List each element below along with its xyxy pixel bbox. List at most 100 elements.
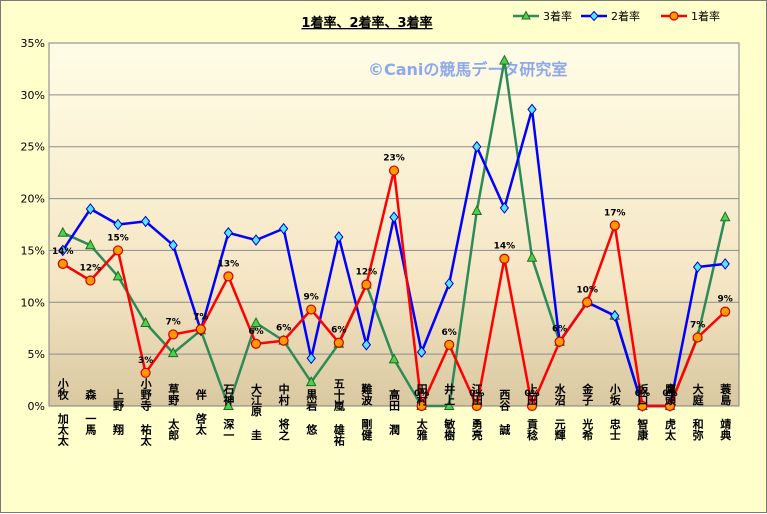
x-tick-label: 中村 将之	[277, 382, 290, 441]
data-label: 3%	[138, 356, 153, 366]
data-point	[609, 220, 620, 231]
data-label: 0%	[414, 389, 429, 399]
data-label: 9%	[718, 295, 733, 305]
data-point	[471, 400, 482, 412]
data-point	[140, 316, 151, 328]
chart-title: 1着率、2着率、3着率	[301, 15, 432, 31]
data-point	[416, 400, 427, 412]
data-label: 10%	[576, 285, 598, 295]
data-point	[58, 244, 68, 257]
data-point	[444, 277, 454, 290]
data-point	[388, 353, 400, 364]
data-point	[554, 336, 565, 347]
gridlines	[49, 94, 739, 355]
plot-area	[48, 42, 740, 407]
data-point	[113, 218, 123, 231]
data-label: 15%	[107, 233, 129, 243]
x-tick-label: 森 一馬	[84, 388, 97, 436]
legend-marker	[669, 11, 679, 21]
legend-item-3着率: 3着率	[513, 9, 572, 23]
y-tick-label: 5%	[28, 348, 45, 361]
data-point	[140, 215, 151, 228]
data-label: 9%	[304, 293, 319, 303]
data-point	[637, 400, 648, 412]
y-tick-label: 35%	[21, 37, 45, 50]
x-tick-label: 水沼 元輝	[553, 382, 566, 441]
data-point	[361, 279, 372, 290]
y-tick-label: 30%	[21, 89, 45, 102]
data-point	[526, 251, 538, 262]
x-tick-label: 石神 深一	[222, 383, 236, 440]
x-tick-label: 上田 貢稔	[526, 382, 539, 441]
legend-label: 2着率	[611, 9, 640, 23]
data-point	[278, 335, 289, 346]
data-label: 12%	[80, 264, 102, 274]
data-labels: 14% 12% 15% 3% 7% 7% 13% 6% 6% 9% 6% 12% 23% 0% 6% 0% 14…	[52, 154, 733, 399]
data-point	[388, 165, 400, 176]
y-tick-label: 25%	[21, 141, 45, 154]
x-tick-label: 小牧 加太太	[56, 377, 70, 447]
data-label: 7%	[166, 317, 181, 327]
data-point	[527, 103, 537, 116]
legend-label: 3着率	[543, 9, 572, 23]
x-tick-label: 鷹頭 虎太	[664, 382, 678, 441]
series-1着率	[57, 165, 731, 412]
data-point	[692, 332, 703, 343]
data-point	[416, 346, 427, 358]
data-label: 23%	[383, 154, 405, 164]
x-tick-label: 難波 剛健	[360, 382, 373, 441]
x-tick-label: 五十嵐 雄祐	[332, 378, 346, 447]
legend-marker	[521, 10, 531, 20]
x-tick-label: 田村 太雅	[415, 383, 429, 441]
data-point	[250, 316, 262, 328]
data-point	[664, 400, 676, 412]
data-point	[223, 271, 234, 282]
legend: 3着率 2着率 1着率	[513, 9, 720, 23]
data-point	[499, 202, 510, 214]
data-point	[305, 376, 317, 387]
data-point	[306, 352, 316, 365]
x-tick-label: 草野 太郎	[167, 382, 181, 441]
data-point	[719, 211, 731, 222]
data-label: 0%	[524, 389, 539, 399]
x-tick-label: 小坂 忠士	[608, 382, 622, 440]
data-point	[251, 234, 261, 246]
data-point	[167, 347, 179, 358]
x-tick-label: 黒岩 悠	[305, 389, 319, 435]
data-label: 14%	[52, 247, 74, 257]
data-label: 7%	[193, 312, 208, 322]
x-tick-label: 高田 潤	[388, 388, 401, 436]
data-point	[471, 204, 483, 216]
data-point	[85, 275, 96, 286]
data-label: 12%	[356, 268, 378, 278]
data-label: 7%	[690, 321, 705, 331]
legend-marker	[589, 10, 599, 22]
legend-item-2着率: 2着率	[581, 9, 640, 23]
data-label: 6%	[552, 325, 567, 335]
data-point	[278, 222, 289, 235]
x-tick-label: 西谷 誠	[498, 389, 511, 436]
data-label: 6%	[276, 324, 291, 334]
data-label: 14%	[494, 242, 516, 252]
data-point	[57, 258, 68, 270]
watermark: ©Caniの競馬データ研究室	[368, 60, 567, 79]
data-label: 17%	[604, 209, 626, 219]
x-tick-label: 上野 翔	[112, 388, 126, 436]
data-label: 6%	[442, 328, 457, 338]
data-point	[720, 258, 730, 270]
x-tick-label: 大江原 圭	[250, 382, 263, 441]
legend-label: 1着率	[691, 9, 720, 23]
y-tick-label: 10%	[21, 296, 45, 309]
data-point	[526, 400, 538, 412]
data-point	[223, 226, 234, 239]
data-point	[85, 203, 96, 215]
data-point	[223, 399, 234, 410]
x-tick-label: 井上 敏樹	[443, 382, 457, 441]
data-point	[140, 367, 151, 378]
data-label: 6%	[331, 326, 346, 336]
series-2着率	[58, 103, 730, 412]
y-tick-label: 0%	[28, 400, 45, 413]
y-tick-label: 20%	[21, 193, 45, 206]
